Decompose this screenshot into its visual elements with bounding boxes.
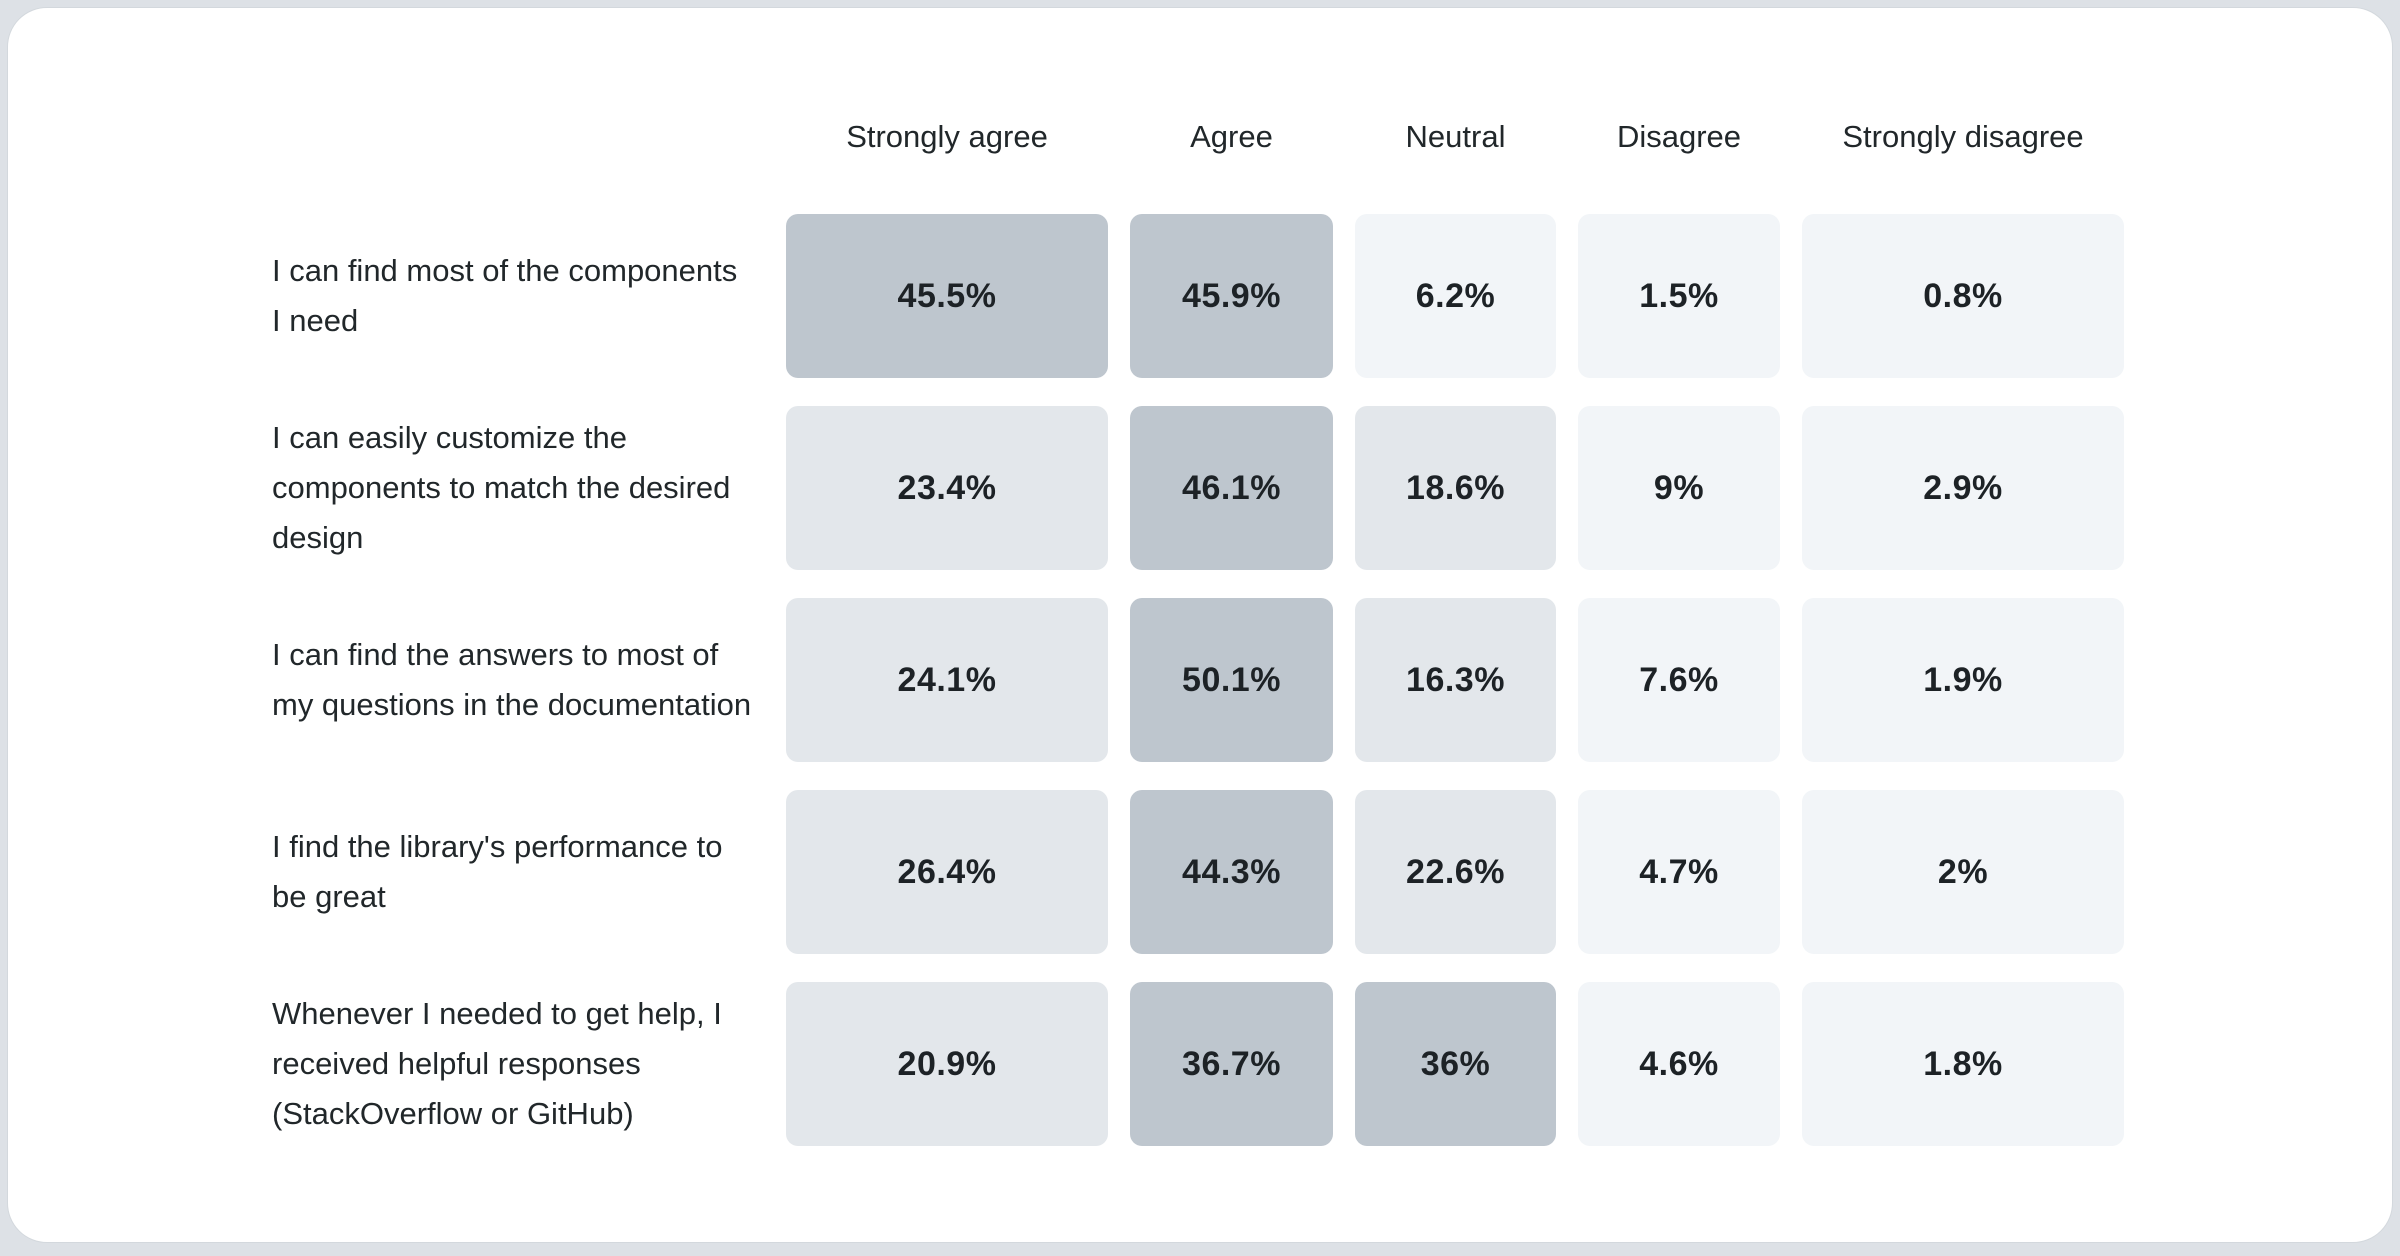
heatmap-cell: 18.6%	[1355, 406, 1556, 570]
heatmap-cell: 45.5%	[786, 214, 1108, 378]
column-header: Strongly disagree	[1842, 119, 2084, 154]
heatmap-cell: 7.6%	[1578, 598, 1780, 762]
heatmap-cell: 6.2%	[1355, 214, 1556, 378]
heatmap-grid: Strongly agree Agree Neutral Disagree Strong…	[272, 112, 2392, 1146]
heatmap-cell: 4.6%	[1578, 982, 1780, 1146]
heatmap-cell: 36%	[1355, 982, 1556, 1146]
heatmap-cell: 46.1%	[1130, 406, 1333, 570]
heatmap-cell: 44.3%	[1130, 790, 1333, 954]
heatmap-cell: 0.8%	[1802, 214, 2124, 378]
row-label: I find the library's performance to be g…	[272, 829, 723, 914]
column-header: Strongly agree	[846, 119, 1048, 154]
column-header: Disagree	[1616, 119, 1742, 154]
heatmap-cell: 22.6%	[1355, 790, 1556, 954]
heatmap-cell: 2.9%	[1802, 406, 2124, 570]
heatmap-cell: 16.3%	[1355, 598, 1556, 762]
heatmap-cell: 20.9%	[786, 982, 1108, 1146]
row-label: I can easily customize the components to…	[272, 420, 731, 555]
corner-spacer	[272, 112, 764, 186]
column-header: Agree	[1190, 119, 1273, 154]
heatmap-cell: 26.4%	[786, 790, 1108, 954]
heatmap-cell: 1.8%	[1802, 982, 2124, 1146]
row-label: I can find most of the components I need	[272, 253, 738, 338]
row-label: I can find the answers to most of my que…	[272, 637, 752, 722]
heatmap-cell: 36.7%	[1130, 982, 1333, 1146]
survey-heatmap-card: Strongly agree Agree Neutral Disagree Strong…	[7, 7, 2393, 1243]
row-label: Whenever I needed to get help, I receive…	[272, 996, 722, 1131]
heatmap-cell: 24.1%	[786, 598, 1108, 762]
heatmap-cell: 23.4%	[786, 406, 1108, 570]
column-header: Neutral	[1405, 119, 1506, 154]
heatmap-cell: 45.9%	[1130, 214, 1333, 378]
heatmap-cell: 50.1%	[1130, 598, 1333, 762]
heatmap-cell: 4.7%	[1578, 790, 1780, 954]
heatmap-cell: 9%	[1578, 406, 1780, 570]
heatmap-cell: 1.5%	[1578, 214, 1780, 378]
heatmap-cell: 1.9%	[1802, 598, 2124, 762]
heatmap-cell: 2%	[1802, 790, 2124, 954]
